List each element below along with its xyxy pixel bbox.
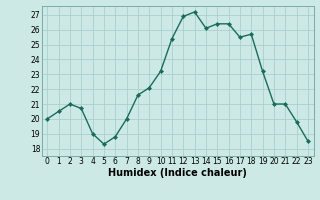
X-axis label: Humidex (Indice chaleur): Humidex (Indice chaleur) [108, 168, 247, 178]
